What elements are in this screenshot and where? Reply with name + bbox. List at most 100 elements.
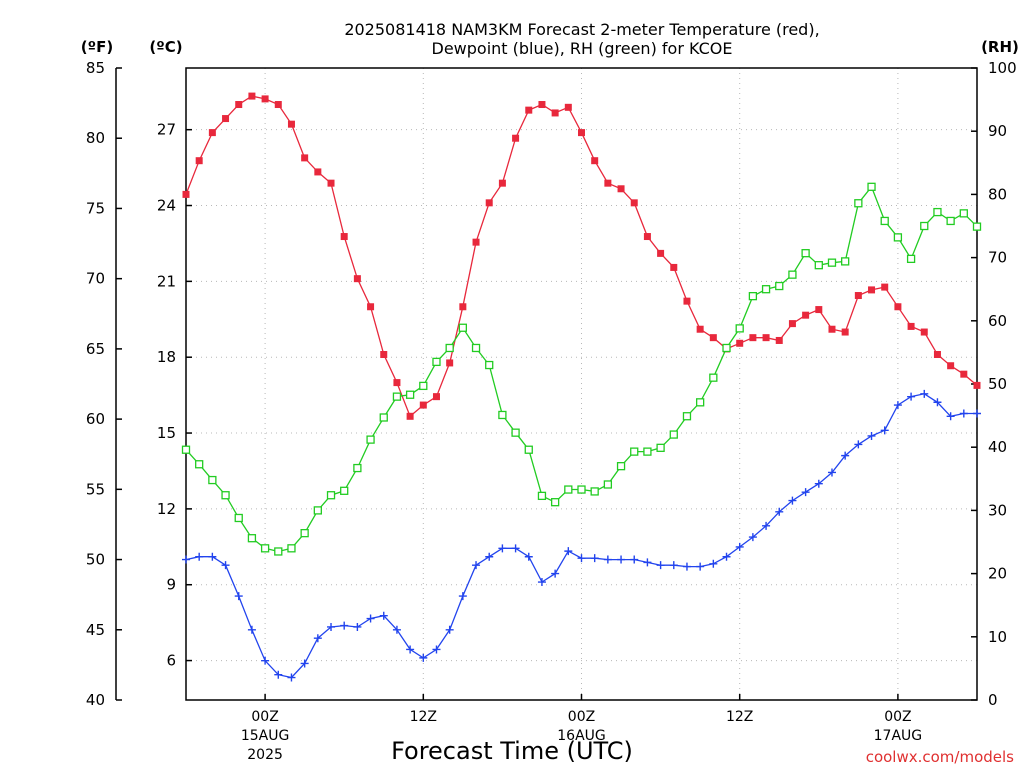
temperature-point bbox=[564, 103, 572, 111]
temperature-point bbox=[630, 199, 638, 207]
rh-point bbox=[696, 398, 705, 407]
rh-point bbox=[419, 381, 428, 391]
rh-point bbox=[234, 513, 243, 523]
dewpoint-point bbox=[603, 555, 612, 564]
temperature-point bbox=[261, 95, 269, 103]
rh-point bbox=[247, 534, 257, 543]
temperature-point bbox=[525, 106, 533, 114]
date-label: 16AUG bbox=[557, 728, 606, 744]
celsius-axis-ticks: 6 9 12 15 18 21 24 27 bbox=[157, 121, 192, 670]
rh-point bbox=[801, 249, 810, 258]
temperature-point bbox=[287, 120, 295, 128]
celsius-unit-label: (ºC) bbox=[149, 38, 182, 56]
rh-point bbox=[564, 485, 573, 494]
chart-title-line1: 2025081418 NAM3KM Forecast 2-meter Tempe… bbox=[344, 20, 819, 39]
time-tick-label: 00Z bbox=[884, 709, 911, 725]
year-label: 2025 bbox=[247, 747, 283, 763]
dewpoint-point bbox=[696, 562, 705, 571]
dewpoint-point bbox=[735, 542, 744, 551]
rh-point bbox=[972, 222, 982, 231]
dewpoint-point bbox=[920, 389, 929, 398]
celsius-tick-label: 24 bbox=[157, 197, 176, 215]
dewpoint-point bbox=[234, 592, 243, 601]
dewpoint-point bbox=[261, 656, 270, 665]
temperature-point bbox=[802, 311, 810, 319]
dewpoint-point bbox=[485, 552, 494, 561]
temperature-point bbox=[617, 185, 625, 193]
rh-tick-label: 20 bbox=[988, 565, 1007, 583]
dewpoint-point bbox=[643, 558, 652, 567]
rh-tick-label: 90 bbox=[988, 122, 1007, 140]
temperature-point bbox=[657, 249, 665, 257]
rh-point bbox=[722, 343, 731, 353]
temperature-point bbox=[301, 154, 309, 162]
dewpoint-point bbox=[551, 569, 560, 578]
rh-point bbox=[630, 447, 639, 456]
fahrenheit-tick-label: 50 bbox=[86, 551, 105, 569]
rh-point bbox=[379, 413, 388, 422]
temperature-point bbox=[367, 303, 375, 311]
temperature-point bbox=[604, 179, 612, 187]
time-tick-label: 12Z bbox=[410, 709, 437, 725]
fahrenheit-tick-label: 40 bbox=[86, 691, 105, 709]
dewpoint-point bbox=[577, 554, 586, 563]
dewpoint-point bbox=[907, 392, 916, 401]
dewpoint-point bbox=[722, 552, 731, 561]
temperature-point bbox=[815, 306, 823, 314]
temperature-point bbox=[248, 92, 256, 100]
temperature-point bbox=[222, 115, 230, 123]
dewpoint-point bbox=[537, 578, 546, 587]
rh-point bbox=[313, 506, 322, 515]
fahrenheit-tick-label: 60 bbox=[86, 410, 105, 428]
temperature-point bbox=[380, 351, 388, 359]
dewpoint-point bbox=[419, 653, 428, 662]
rh-point bbox=[603, 480, 613, 489]
rh-point bbox=[485, 360, 494, 370]
dewpoint-point bbox=[379, 611, 388, 620]
rh-point bbox=[498, 410, 507, 420]
dewpoint-point bbox=[762, 521, 771, 530]
temperature-point bbox=[828, 325, 836, 333]
celsius-tick-label: 27 bbox=[157, 121, 176, 139]
time-tick-label: 12Z bbox=[726, 709, 753, 725]
dewpoint-point bbox=[208, 552, 217, 561]
dewpoint-point bbox=[880, 426, 889, 435]
temperature-point bbox=[498, 179, 506, 187]
dewpoint-point bbox=[366, 614, 375, 623]
temperature-point bbox=[907, 322, 915, 330]
temperature-point bbox=[274, 101, 282, 109]
celsius-tick-label: 6 bbox=[166, 652, 176, 670]
temperature-point bbox=[868, 286, 876, 294]
temperature-point bbox=[472, 238, 480, 246]
temperature-point bbox=[973, 381, 981, 389]
rh-point bbox=[590, 487, 599, 496]
temperature-point bbox=[406, 412, 414, 420]
temperature-point bbox=[182, 190, 190, 198]
temperature-point bbox=[696, 325, 704, 333]
fahrenheit-axis-ticks: 40 45 50 55 60 65 70 75 80 85 bbox=[86, 59, 122, 709]
rh-point bbox=[933, 207, 942, 217]
rh-point bbox=[880, 216, 889, 226]
dewpoint-point bbox=[498, 544, 507, 553]
rh-series bbox=[181, 182, 982, 556]
rh-point bbox=[471, 343, 481, 353]
dewpoint-point bbox=[748, 533, 757, 542]
rh-point bbox=[405, 390, 415, 399]
rh-point bbox=[854, 199, 863, 208]
dewpoint-point bbox=[511, 544, 520, 553]
dewpoint-point bbox=[775, 507, 784, 516]
temperature-point bbox=[353, 275, 361, 283]
celsius-tick-label: 21 bbox=[157, 272, 176, 290]
dewpoint-point bbox=[867, 431, 876, 440]
temperature-point bbox=[947, 362, 955, 370]
dewpoint-point bbox=[669, 561, 678, 570]
dewpoint-point bbox=[946, 412, 955, 421]
rh-point bbox=[761, 285, 771, 294]
rh-point bbox=[221, 491, 230, 500]
rh-point bbox=[827, 258, 837, 267]
dewpoint-point bbox=[195, 552, 204, 561]
temperature-point bbox=[578, 129, 585, 137]
x-axis-label: Forecast Time (UTC) bbox=[391, 737, 633, 765]
rh-tick-label: 40 bbox=[988, 438, 1007, 456]
